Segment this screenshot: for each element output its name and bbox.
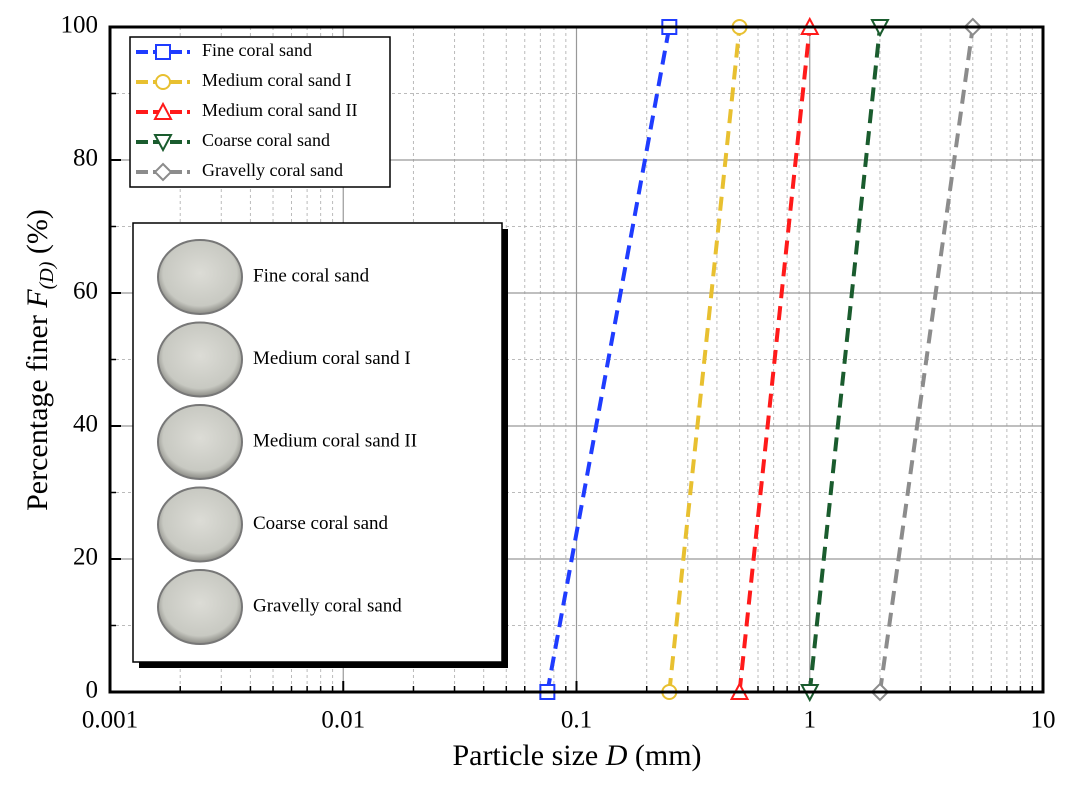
sample-photo	[157, 321, 243, 398]
x-label-symbol: D	[605, 739, 628, 772]
inset-label: Medium coral sand I	[253, 348, 411, 369]
plot	[539, 16, 983, 703]
series-line	[545, 26, 672, 693]
inset-label: Coarse coral sand	[253, 513, 389, 534]
y-tick-label: 60	[73, 278, 98, 305]
inset: Fine coral sand Medium coral sand I Medium…	[132, 222, 508, 668]
x-axis-label: Particle size D (mm)	[452, 739, 701, 772]
y-tick-label: 80	[73, 145, 98, 172]
legend-label: Gravelly coral sand	[202, 160, 343, 180]
legend: Fine coral sand Medium coral sand I Medium…	[129, 36, 391, 188]
y-label-unit: (%)	[21, 209, 54, 254]
y-label-text: Percentage finer	[21, 315, 54, 511]
marker	[153, 101, 173, 120]
series-line	[807, 26, 882, 693]
inset-label: Gravelly coral sand	[253, 595, 402, 616]
series-line	[877, 26, 975, 693]
inset-label: Medium coral sand II	[253, 430, 417, 451]
sample-photo	[157, 486, 243, 563]
y-tick-label: 0	[86, 677, 99, 704]
legend-label: Fine coral sand	[202, 40, 312, 60]
legend-label: Coarse coral sand	[202, 130, 330, 150]
y-label-subscript: (D)	[36, 261, 58, 289]
sample-photo	[157, 239, 243, 315]
x-tick-label: 1	[804, 707, 817, 734]
y-tick-label: 20	[73, 544, 98, 571]
x-tick-label: 0.1	[561, 707, 592, 734]
legend-label: Medium coral sand II	[202, 100, 357, 120]
x-tick-label: 0.01	[321, 707, 365, 734]
series-line	[667, 26, 742, 693]
y-axis-label: Percentage finer F(D) (%)	[21, 209, 58, 511]
marker	[155, 44, 171, 60]
plot-frame	[108, 25, 1045, 694]
x-tick-label: 0.001	[82, 707, 138, 734]
series-line	[737, 26, 812, 693]
marker	[155, 74, 171, 90]
legend-label: Medium coral sand I	[202, 70, 351, 90]
y-tick-label: 40	[73, 411, 98, 438]
sample-photo	[157, 569, 243, 645]
marker	[153, 162, 173, 182]
y-tick-label: 100	[61, 12, 99, 39]
inset-label: Fine coral sand	[253, 265, 370, 286]
y-label-symbol: F	[21, 289, 54, 309]
sample-photo	[157, 404, 243, 480]
x-label-text: Particle size	[452, 739, 598, 772]
x-tick-label: 10	[1031, 707, 1056, 734]
marker	[153, 134, 173, 153]
x-label-unit: (mm)	[635, 739, 702, 772]
